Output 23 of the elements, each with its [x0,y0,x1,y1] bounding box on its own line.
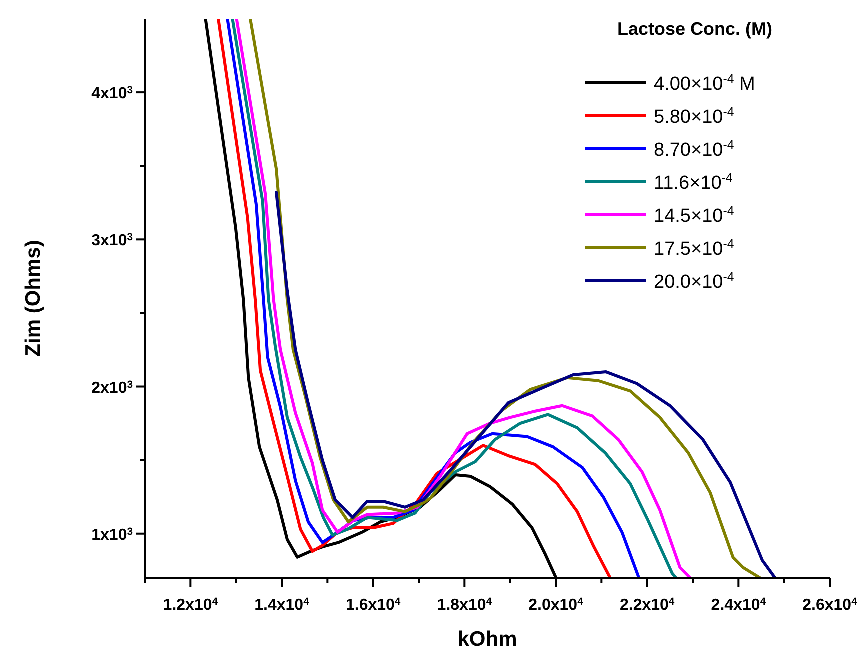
y-axis-title: Zim (Ohms) [22,240,45,357]
x-tick-label: 1.4x10$^{4}$ [254,596,310,614]
y-tick-label: 2x10$^{3}$ [92,379,134,397]
legend-label: 11.6×10$^{-4}$ [654,171,733,194]
y-tick-label: 4x10$^{3}$ [92,85,134,103]
y-tick-label: 3x10$^{3}$ [92,232,134,250]
x-tick-label: 1.8x10$^{4}$ [437,596,492,614]
legend-label: 8.70×10$^{-4}$ [654,138,734,161]
x-tick-label: 1.6x10$^{4}$ [346,596,401,614]
x-tick-label: 2.6x10$^{4}$ [802,596,858,614]
y-tick-label: 1x10$^{3}$ [92,526,134,544]
x-tick-label: 1.2x10$^{4}$ [163,596,218,614]
x-axis-title: kOhm [458,628,518,651]
legend-label: 14.5×10$^{-4}$ [654,204,734,227]
x-tick-label: 2.0x10$^{4}$ [528,596,584,614]
x-tick-label: 2.4x10$^{4}$ [711,596,766,614]
legend-label: 4.00×10$^{-4}$ M [654,72,756,95]
legend-title: Lactose Conc. (M) [617,19,773,39]
legend-label: 20.0×10$^{-4}$ [654,270,734,293]
x-tick-label: 2.2x10$^{4}$ [620,596,675,614]
legend-label: 5.80×10$^{-4}$ [654,105,734,128]
legend-label: 17.5×10$^{-4}$ [654,237,734,260]
line-series [275,191,777,578]
